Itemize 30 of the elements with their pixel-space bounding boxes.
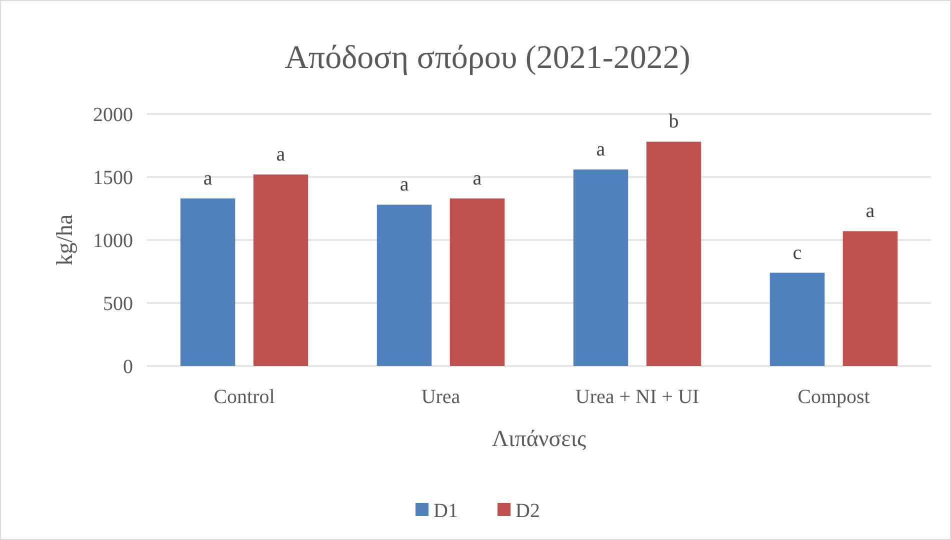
x-axis-title: Λιπάνσεις — [492, 426, 586, 451]
y-tick-label: 2000 — [93, 104, 133, 126]
y-axis-title: kg/ha — [52, 214, 77, 266]
data-label: a — [276, 143, 286, 166]
x-tick-label: Urea — [421, 386, 460, 408]
bar — [646, 142, 702, 366]
legend-label: D1 — [434, 500, 458, 522]
bar — [842, 231, 898, 366]
bar — [573, 169, 628, 366]
data-label: b — [668, 110, 679, 133]
data-label: a — [596, 138, 606, 160]
y-tick-label: 1500 — [93, 167, 133, 189]
data-label: a — [472, 167, 482, 190]
x-tick-label: Urea + NI + UI — [575, 386, 700, 408]
y-tick-label: 1000 — [93, 230, 133, 252]
y-tick-label: 0 — [123, 356, 133, 378]
data-label: a — [400, 174, 409, 196]
data-label: c — [792, 242, 802, 264]
chart-title: Απόδοση σπόρου (2021-2022) — [284, 40, 690, 76]
x-tick-label: Compost — [798, 386, 870, 408]
legend-label: D2 — [516, 500, 540, 522]
data-label: a — [866, 200, 875, 222]
bar — [180, 198, 236, 366]
bar — [770, 272, 825, 366]
bar — [450, 198, 505, 366]
bar — [376, 204, 432, 366]
data-label: a — [203, 167, 212, 190]
y-tick-label: 500 — [103, 293, 133, 315]
x-tick-label: Control — [214, 386, 276, 408]
bar — [253, 174, 308, 366]
